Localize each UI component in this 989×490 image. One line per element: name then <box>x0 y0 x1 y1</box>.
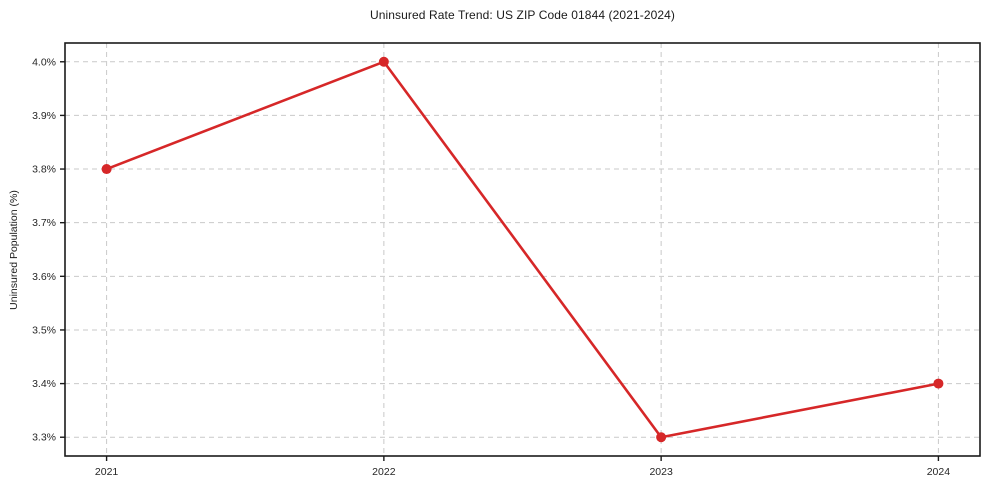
y-tick-label: 3.8% <box>32 164 56 176</box>
y-tick-label: 3.6% <box>32 271 56 283</box>
x-tick-label: 2024 <box>927 466 951 478</box>
y-tick-label: 3.7% <box>32 217 56 229</box>
data-point-marker <box>101 164 112 175</box>
y-tick-label: 4.0% <box>32 56 56 68</box>
y-tick-label: 3.4% <box>32 378 56 390</box>
x-tick-label: 2022 <box>372 466 396 478</box>
data-point-marker <box>656 432 667 443</box>
y-tick-label: 3.5% <box>32 324 56 336</box>
data-point-marker <box>378 56 389 67</box>
y-tick-label: 3.3% <box>32 432 56 444</box>
plot-border <box>64 42 981 457</box>
x-tick-label: 2021 <box>95 466 119 478</box>
trend-line <box>105 60 940 439</box>
y-tick-label: 3.9% <box>32 110 56 122</box>
data-point-marker <box>933 378 944 389</box>
x-tick-label: 2023 <box>649 466 673 478</box>
chart-title: Uninsured Rate Trend: US ZIP Code 01844 … <box>369 8 676 22</box>
